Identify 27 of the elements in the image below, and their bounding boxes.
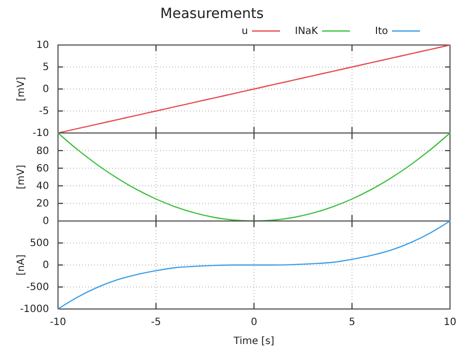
x-tick-label: 0	[250, 317, 258, 328]
y-tick-label: -1000	[20, 304, 49, 316]
chart-title: Measurements	[160, 6, 264, 22]
y-tick-label: 0	[42, 260, 49, 272]
x-tick-label: 5	[348, 317, 356, 328]
x-tick-label: 10	[444, 317, 456, 328]
legend-label: INaK	[294, 26, 318, 37]
y-tick-label: 60	[36, 163, 49, 174]
y-tick-label: 40	[36, 181, 49, 192]
y-axis-title: [mV]	[16, 76, 27, 102]
x-axis-title: Time [s]	[232, 336, 274, 347]
y-tick-label: -500	[26, 282, 49, 294]
y-tick-label: 0	[42, 84, 49, 96]
y-tick-label: 0	[42, 216, 49, 228]
y-tick-label: -10	[32, 128, 49, 140]
legend-label: u	[242, 26, 248, 37]
y-tick-label: 10	[36, 40, 49, 52]
x-tick-label: -10	[50, 317, 66, 328]
y-tick-label: 5	[42, 62, 49, 74]
y-tick-label: 20	[36, 198, 49, 210]
y-tick-label: 500	[30, 238, 49, 250]
x-tick-label: -5	[151, 317, 161, 328]
y-tick-label: 80	[36, 146, 49, 157]
y-axis-title: [nA]	[16, 254, 27, 276]
y-axis-title: [mV]	[16, 164, 27, 190]
y-tick-label: -5	[39, 106, 49, 118]
legend-label: Ito	[375, 26, 388, 37]
